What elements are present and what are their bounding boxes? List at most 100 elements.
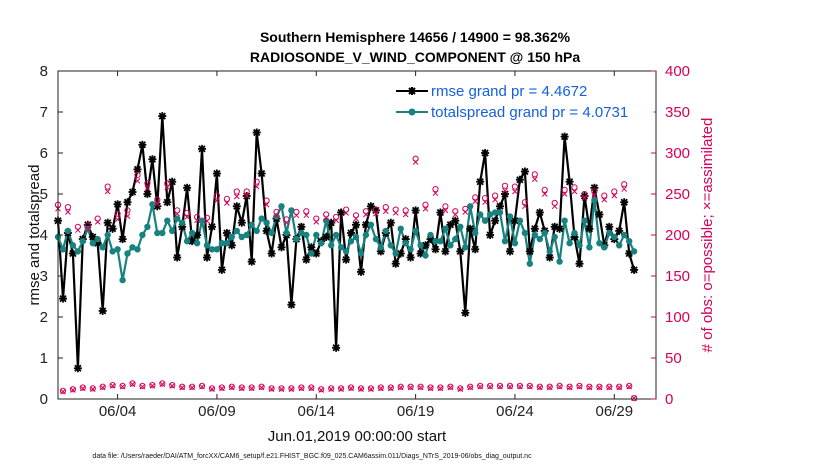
obs-assimilated-point [497,383,503,390]
obs-possible-point [581,190,588,198]
totalspread-point [486,211,494,218]
obs-assimilated-point [407,384,414,391]
totalspread-point [630,248,638,255]
obs-possible-point [253,178,260,185]
rmse-point [605,222,614,231]
obs-assimilated-point [228,384,235,391]
obs-assimilated-point [541,191,548,197]
totalspread-point [332,231,340,239]
obs-assimilated-point [531,176,538,183]
obs-assimilated-point [159,381,166,388]
obs-assimilated-point [263,201,270,208]
rmse-point [451,216,460,225]
totalspread-point [159,229,166,237]
obs-assimilated-point [134,178,141,184]
obs-possible-point [432,186,439,193]
totalspread-point [511,240,519,247]
obs-assimilated-point [616,384,623,391]
obs-possible-point [119,382,126,389]
totalspread-point [377,244,384,251]
totalspread-point [427,231,434,239]
totalspread-point [164,217,171,224]
obs-layer [54,155,638,402]
totalspread-point [357,250,365,257]
rmse-point [575,259,584,268]
obs-possible-point [184,209,191,216]
obs-assimilated-point [472,198,479,205]
chart-subtitle: RADIOSONDE_V_WIND_COMPONENT @ 150 hPa [250,49,580,65]
totalspread-point [119,276,126,284]
totalspread-point [372,235,380,243]
obs-possible-point [601,192,608,199]
obs-possible-point [546,383,553,390]
obs-possible-point [541,186,548,193]
totalspread-point [506,213,514,220]
obs-possible-point [228,383,235,390]
totalspread-point [521,229,529,237]
totalspread-point [193,240,201,247]
totalspread-point [129,244,136,251]
rmse-point [441,247,450,256]
obs-possible-point [64,204,72,211]
obs-assimilated-point [512,188,518,195]
obs-possible-point [243,188,250,195]
totalspread-point [188,229,196,237]
rmse-point [545,253,554,262]
obs-assimilated-point [79,385,86,392]
y2-tick-label: 0 [665,391,673,408]
obs-assimilated-point [293,212,300,219]
obs-possible-point [233,188,240,195]
legend: rmse grand pr = 4.4672 totalspread grand… [392,79,654,123]
obs-possible-point [179,383,186,390]
rmse-point [237,218,246,227]
obs-assimilated-point [253,183,260,190]
rmse-point [203,253,211,262]
x-tick-label: 06/19 [397,403,435,420]
obs-possible-point [124,207,131,214]
rmse-point [247,257,256,266]
obs-assimilated-point [233,193,240,200]
obs-assimilated-point [566,384,573,391]
totalspread-point [491,209,499,216]
obs-possible-point [129,380,136,387]
obs-assimilated-point [353,215,359,222]
obs-assimilated-point [432,190,439,197]
obs-possible-point [402,207,409,214]
totalspread-point [367,221,375,228]
obs-assimilated-point [94,219,101,225]
obs-possible-point [631,395,638,402]
obs-assimilated-point [258,384,265,391]
rmse-point [163,198,172,207]
obs-assimilated-point [129,381,136,388]
obs-possible-point [511,183,519,190]
obs-possible-point [164,180,171,187]
obs-assimilated-point [214,197,220,204]
rmse-point [595,210,604,219]
totalspread-point [626,238,633,245]
obs-possible-point [591,188,598,195]
totalspread-point [397,225,404,232]
obs-possible-point [477,382,484,389]
obs-assimilated-point [452,211,459,218]
totalspread-point [268,229,275,237]
obs-assimilated-point [601,196,608,203]
rmse-point [406,253,415,262]
totalspread-point [621,231,628,239]
footnote: data file: /Users/raeder/DAI/ATM_forcXX/… [92,453,532,460]
obs-possible-point [357,385,365,392]
obs-possible-point [606,383,613,390]
totalspread-point [233,227,240,235]
obs-possible-point [611,188,618,195]
obs-possible-point [566,383,573,390]
y-tick-label: 2 [40,309,48,326]
obs-possible-point [298,384,305,391]
rmse-point [287,300,296,309]
obs-possible-point [99,383,106,390]
totalspread-point [561,217,568,224]
totalspread-point [392,250,399,257]
rmse-point [337,208,346,217]
totalspread-point [516,217,524,224]
obs-possible-point [467,383,474,390]
y-tick-label: 3 [40,268,48,285]
totalspread-point [467,203,474,210]
